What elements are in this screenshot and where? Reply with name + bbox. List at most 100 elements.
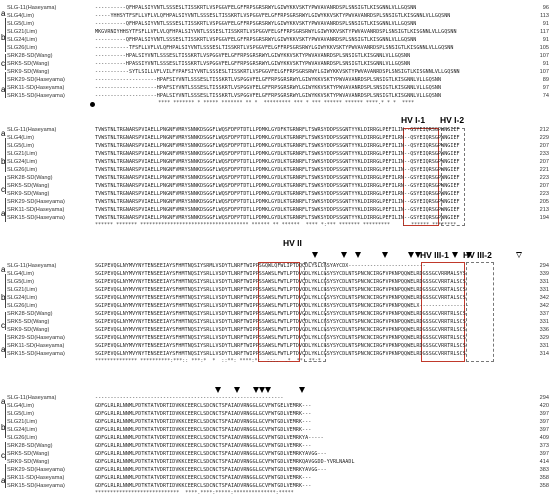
sequence-name: SRK15-SD(Haseyama): [7, 215, 65, 221]
residue-count: 358: [539, 475, 549, 481]
group-label-b: b: [1, 293, 6, 302]
cysteine-marker: [234, 387, 240, 393]
sequence-row: SGIPEVQGLNYMVYNYTENSEEIAYSFHMTNQSIYSRLLV…: [95, 303, 469, 309]
residue-count: 420: [539, 403, 549, 409]
sequence-name: SRK9-SD(Wang): [7, 459, 50, 465]
hv-label: HV I-1: [401, 115, 426, 125]
cysteine-marker: [253, 387, 259, 393]
sequence-name: SLG24(Lim): [7, 295, 38, 301]
consensus-line: **************************** ****.****:*…: [95, 490, 294, 496]
group-label-b: b: [1, 157, 6, 166]
residue-count: 91: [542, 21, 549, 27]
residue-count: 314: [539, 351, 549, 357]
residue-count: 213: [539, 207, 549, 213]
cysteine-marker: [299, 387, 305, 393]
sequence-row: ----------------------------------------…: [95, 395, 284, 401]
residue-count: 329: [539, 335, 549, 341]
residue-count: 331: [539, 319, 549, 325]
residue-count: 223: [539, 175, 549, 181]
hv-label: HV III-2: [463, 250, 492, 260]
residue-count: 409: [539, 435, 549, 441]
residue-count: 397: [539, 419, 549, 425]
cysteine-marker: [341, 252, 347, 258]
sequence-row: ----------QFHPALSIYVNTLSSSESLTISSKRTLVSP…: [95, 5, 417, 11]
residue-count: 397: [539, 451, 549, 457]
residue-count: 97: [542, 85, 549, 91]
residue-count: 294: [539, 395, 549, 401]
sequence-name: SLG26(Lim): [7, 45, 38, 51]
sequence-name: SLG4(Lim): [7, 13, 35, 19]
residue-count: 207: [539, 183, 549, 189]
conserved-site-marker: [90, 102, 95, 107]
sequence-name: SLG26(Lim): [7, 435, 38, 441]
sequence-row: -----------SYTLSILLVFLVILFYPAFSIYVNTLSSS…: [95, 69, 460, 75]
sequence-name: SLG21(Lim): [7, 419, 38, 425]
sequence-name: SRK11-SD(Haseyama): [7, 343, 65, 349]
cysteine-marker: [259, 387, 265, 393]
residue-count: 221: [539, 167, 549, 173]
group-bracket: [5, 464, 6, 488]
sequence-name: SRK15-SD(Haseyama): [7, 351, 65, 357]
sequence-row: ----------HPASSIYVNTLSSSESLTISSKRTLVSPGG…: [95, 61, 411, 67]
sequence-row: -----------TFSFLLVFLVLQFHPALSIYVNTLSSSES…: [95, 45, 454, 51]
sequence-name: SLG21(Lim): [7, 29, 38, 35]
cysteine-marker: [452, 252, 458, 258]
residue-count: 331: [539, 279, 549, 285]
sequence-row: SGIPEVQGLNYMVYNYTENSEEIAYSFHMTNQSIYSRLLV…: [95, 319, 466, 325]
group-bracket: [5, 198, 6, 222]
sequence-name: SRK28-SD(Wang): [7, 175, 53, 181]
sequence-name: SLG5(Lim): [7, 21, 35, 27]
residue-count: 336: [539, 327, 549, 333]
sequence-name: SRK15-SD(Haseyama): [7, 93, 65, 99]
sequence-name: SRK28-SD(Wang): [7, 53, 53, 59]
sequence-row: SGIPEVQGLNYMVYNYTENSEEIAYSFHMTNQSIYSRLLV…: [95, 295, 466, 301]
residue-count: 339: [539, 271, 549, 277]
hv-label: HV I-2: [440, 115, 465, 125]
sequence-row: TVWSTNLTRGNARSPVIAELLPNGNFVMRYSNNKDSGGFL…: [95, 175, 460, 181]
group-bracket: [5, 72, 6, 98]
residue-count: 358: [539, 483, 549, 489]
group-bracket: [5, 274, 6, 308]
sequence-name: SRK15-SD(Haseyama): [7, 483, 65, 489]
sequence-name: SLG-11(Haseyama): [7, 5, 57, 11]
sequence-name: SRK9-SD(Wang): [7, 69, 50, 75]
hv-label: HV III-1: [420, 250, 449, 260]
sequence-row: GDFGLRLRLNNMLPDTKTATVDRTIDVKKCEERCLSDCNC…: [95, 483, 312, 489]
hv-region-box: [441, 128, 465, 226]
sequence-name: SLG-11(Haseyama): [7, 127, 57, 133]
residue-count: 117: [540, 29, 549, 35]
sequence-name: SRK5-SD(Wang): [7, 319, 50, 325]
consensus-line: ************** **********:***:: ***:* * …: [95, 358, 321, 364]
sequence-row: GDFGLRLRLNNMLPDTKTATVDRTIDVKKCEERCLSDCNC…: [95, 467, 327, 473]
hv-region-box: [304, 262, 326, 362]
cysteine-marker: [382, 252, 388, 258]
sequence-name: SLG24(Lim): [7, 37, 38, 43]
sequence-name: SRK9-SD(Wang): [7, 191, 50, 197]
residue-count: 89: [542, 77, 549, 83]
sequence-row: SGIPEVQGLNYMVYNYTENSEEIAYSFHMTNQSIYSRLLV…: [95, 271, 466, 277]
residue-count: 331: [539, 343, 549, 349]
sequence-row: --------------------HPALSIYVNTLSSSESLTIS…: [95, 93, 442, 99]
residue-count: 207: [539, 143, 549, 149]
sequence-name: SRK5-SD(Wang): [7, 183, 50, 189]
sequence-row: TVWSTNLTRGNARSPVIAELLPNGNFVMRYSNNKDSGGFL…: [95, 215, 460, 221]
consensus-line: **** ******* * ***** ******* ** * ******…: [95, 100, 415, 106]
sequence-name: SLG5(Lim): [7, 279, 35, 285]
sequence-row: SGIPEVQGLNYMVYNYTENSEEIAYSFHMTNQSIYSRMLV…: [95, 263, 426, 269]
group-bracket: [5, 404, 6, 438]
sequence-row: ----------QFHPALSIYVNTLSSSESLTISSKRTLVSP…: [95, 37, 417, 43]
residue-count: 373: [539, 443, 549, 449]
sequence-row: GDFGLRLRLNNMLPDTKTATVDRTIDVKKCEERCLSDCNC…: [95, 403, 312, 409]
hv-region-box: [403, 128, 439, 226]
group-label-a: a: [1, 209, 6, 218]
sequence-row: TVWSTNLTRGNARSPVIAELLPNGNFVMRYSNNKDSGGFL…: [95, 143, 460, 149]
sequence-row: GDFGLRLRLNNMLPDTKTATVDRTIDVKKCEERCLSDCNC…: [95, 459, 355, 465]
sequence-row: SGIPEVQGLNYMVYNYTENSEEIAYSFHMTNQSIYSRLLV…: [95, 343, 466, 349]
residue-count: 233: [539, 151, 549, 157]
sequence-name: SLG24(Lim): [7, 427, 38, 433]
sequence-row: MKGVRNIYHHSYTFSFLLVFLVLQFHPALSIYVNTLSSSE…: [95, 29, 457, 35]
group-label-b: b: [1, 423, 6, 432]
cysteine-marker: [408, 252, 414, 258]
sequence-name: SLG21(Lim): [7, 151, 38, 157]
sequence-name: SLG5(Lim): [7, 143, 35, 149]
